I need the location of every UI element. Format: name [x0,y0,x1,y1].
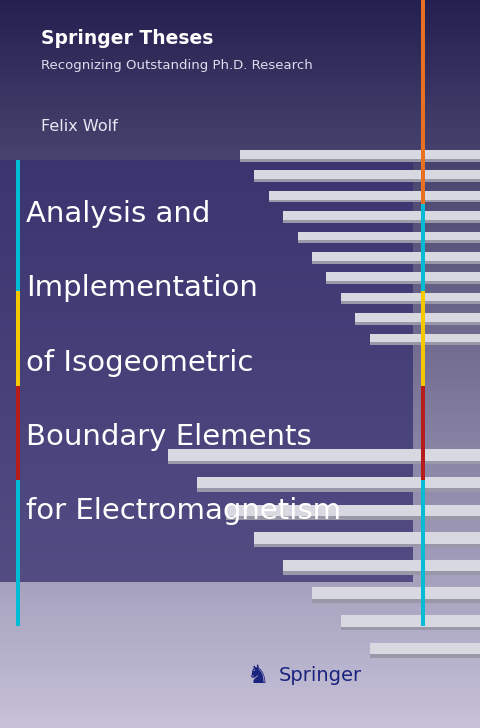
Bar [326,281,480,284]
Bar [283,220,480,223]
Text: Implementation: Implementation [26,274,258,302]
Bar [312,252,480,264]
Bar [240,150,480,162]
Bar [283,571,480,575]
Bar [298,240,480,243]
Bar [421,480,425,626]
Bar [254,179,480,182]
Bar [16,386,20,480]
Bar [370,643,480,658]
Bar [0,160,413,582]
Bar [312,261,480,264]
Bar [16,160,20,291]
Bar [254,170,480,182]
Bar [421,0,425,204]
Bar [226,505,480,520]
Text: Analysis and: Analysis and [26,200,211,228]
Text: Springer Theses: Springer Theses [41,28,213,47]
Bar [355,322,480,325]
Bar [370,333,480,345]
Bar [341,293,480,304]
Bar [341,627,480,630]
Bar [298,232,480,243]
Bar [421,204,425,291]
Bar [240,159,480,162]
Bar [254,544,480,547]
Bar [312,599,480,603]
Text: Springer: Springer [278,666,361,685]
Bar [283,211,480,223]
Bar [16,480,20,626]
Bar [16,291,20,386]
Text: for Electromagnetism: for Electromagnetism [26,497,342,525]
Text: Boundary Elements: Boundary Elements [26,423,312,451]
Text: of Isogeometric: of Isogeometric [26,349,254,376]
Bar [283,560,480,575]
Bar [370,654,480,658]
Bar [421,386,425,480]
Bar [269,199,480,202]
Bar [197,477,480,492]
Bar [341,615,480,630]
Bar [341,301,480,304]
Bar [226,516,480,520]
Bar [355,313,480,325]
Bar [254,532,480,547]
Text: Felix Wolf: Felix Wolf [41,119,118,134]
Bar [168,461,480,464]
Bar [312,587,480,603]
Bar [168,449,480,464]
Text: ♞: ♞ [246,664,269,687]
Text: Recognizing Outstanding Ph.D. Research: Recognizing Outstanding Ph.D. Research [41,59,312,72]
Bar [370,342,480,345]
Bar [421,291,425,386]
Bar [326,272,480,284]
Bar [269,191,480,202]
Bar [197,488,480,492]
